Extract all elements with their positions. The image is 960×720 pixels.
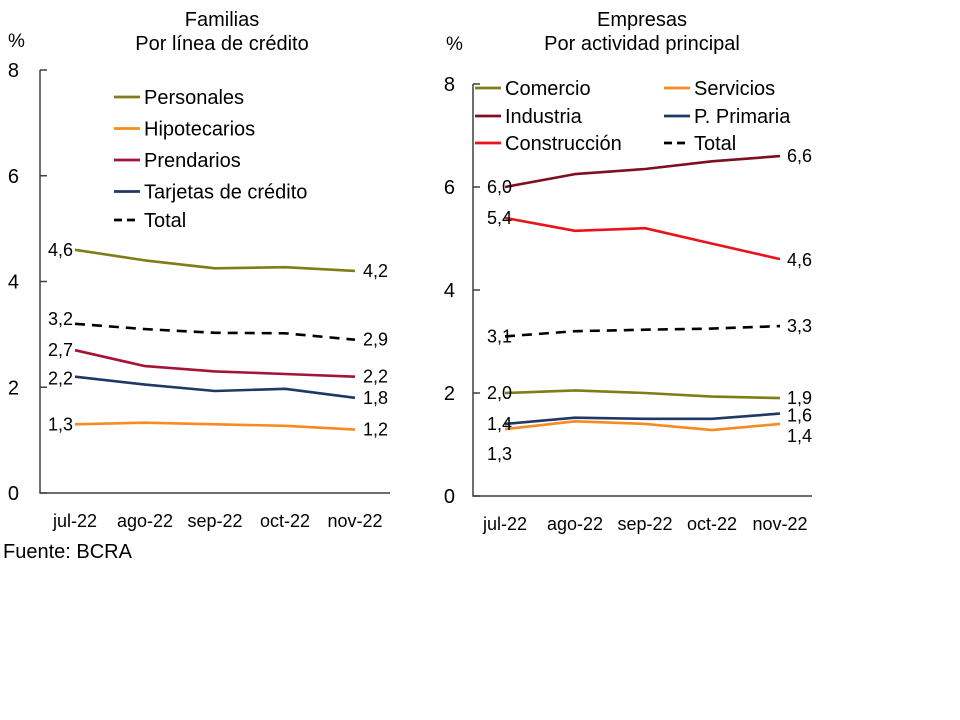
series-end-value-label: 4,6 <box>787 250 812 270</box>
series-end-value-label: 2,2 <box>363 367 388 387</box>
chart-familias-subtitle: Por línea de crédito <box>135 33 309 55</box>
legend-label: Total <box>694 133 736 155</box>
empresas-unit-label: % <box>446 34 463 55</box>
x-tick-label: nov-22 <box>327 511 382 531</box>
series-start-value-label: 2,7 <box>48 340 73 360</box>
series-start-value-label: 6,0 <box>487 177 512 197</box>
legend-label: Prendarios <box>144 150 241 172</box>
series-end-value-label: 1,2 <box>363 420 388 440</box>
x-tick-label: nov-22 <box>752 514 807 534</box>
series-line-prendarios <box>74 348 356 378</box>
series-end-value-label: 3,3 <box>787 316 812 336</box>
series-line-personales <box>74 248 356 273</box>
familias-unit-label: % <box>8 31 25 52</box>
y-tick-label: 6 <box>8 166 19 188</box>
y-tick-label: 4 <box>8 272 19 294</box>
series-start-value-label: 2,0 <box>487 383 512 403</box>
series-line-construcci-n <box>504 216 781 261</box>
series-start-value-label: 1,4 <box>487 414 512 434</box>
series-line-hipotecarios <box>74 421 356 431</box>
y-tick-label: 4 <box>444 280 455 302</box>
y-tick-label: 8 <box>444 74 455 96</box>
chart-empresas-title: Empresas <box>596 9 688 31</box>
legend-label: Industria <box>505 106 583 128</box>
x-tick-label: ago-22 <box>547 514 603 534</box>
legend-label: Hipotecarios <box>144 119 255 141</box>
source-note: Fuente: BCRA <box>3 541 132 563</box>
series-start-value-label: 3,2 <box>48 309 73 329</box>
legend-label: Personales <box>144 87 244 109</box>
x-tick-label: ago-22 <box>117 511 173 531</box>
x-tick-label: jul-22 <box>482 514 527 534</box>
series-line-total <box>504 324 781 338</box>
series-end-value-label: 1,6 <box>787 406 812 426</box>
series-end-value-label: 1,8 <box>363 388 388 408</box>
legend-label: P. Primaria <box>694 106 791 128</box>
chart-familias-header: Familias Por línea de crédito <box>62 8 382 56</box>
y-tick-label: 0 <box>444 486 455 508</box>
y-tick-label: 2 <box>8 377 19 399</box>
series-end-value-label: 2,9 <box>363 330 388 350</box>
legend-label: Total <box>144 210 186 232</box>
series-line-comercio <box>504 389 781 400</box>
series-start-value-label: 2,2 <box>48 369 73 389</box>
y-tick-label: 8 <box>8 60 19 82</box>
x-tick-label: oct-22 <box>687 514 737 534</box>
series-line-servicios <box>504 419 781 432</box>
legend-label: Comercio <box>505 78 591 100</box>
series-end-value-label: 4,2 <box>363 261 388 281</box>
x-tick-label: jul-22 <box>52 511 97 531</box>
series-start-value-label: 5,4 <box>487 208 512 228</box>
series-line-total <box>74 322 356 341</box>
chart-empresas-subtitle: Por actividad principal <box>544 33 740 55</box>
series-start-value-label: 4,6 <box>48 240 73 260</box>
y-tick-label: 6 <box>444 177 455 199</box>
series-start-value-label: 1,3 <box>48 414 73 434</box>
x-tick-label: sep-22 <box>617 514 672 534</box>
legend-label: Tarjetas de crédito <box>144 182 307 204</box>
series-start-value-label: 1,3 <box>487 444 512 464</box>
series-line-tarjetas-de-cr-dito <box>74 375 356 400</box>
chart-empresas-header: Empresas Por actividad principal <box>482 8 802 56</box>
x-tick-label: sep-22 <box>187 511 242 531</box>
series-line-p-primaria <box>504 412 781 426</box>
series-line-industria <box>504 154 781 189</box>
y-tick-label: 0 <box>8 483 19 505</box>
x-tick-label: oct-22 <box>260 511 310 531</box>
chart-familias-title: Familias <box>184 9 260 31</box>
y-tick-label: 2 <box>444 383 455 405</box>
legend-label: Construcción <box>505 133 622 155</box>
series-start-value-label: 3,1 <box>487 326 512 346</box>
legend-label: Servicios <box>694 78 775 100</box>
series-end-value-label: 1,9 <box>787 388 812 408</box>
series-end-value-label: 6,6 <box>787 146 812 166</box>
series-end-value-label: 1,4 <box>787 426 812 446</box>
